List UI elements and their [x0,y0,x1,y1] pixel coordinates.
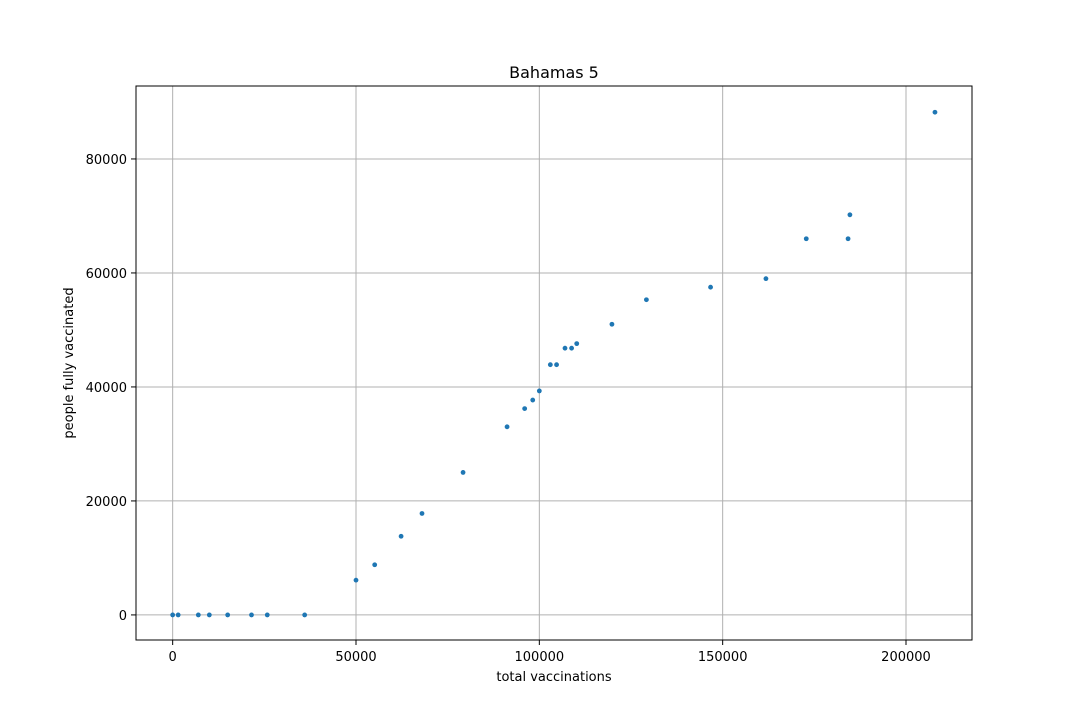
data-point [803,236,809,242]
x-tick-label: 50000 [335,650,376,665]
data-point [530,397,536,403]
data-point [225,612,231,618]
x-axis-ticks: 0 50000 100000 150000 200000 [169,640,931,665]
data-point [847,212,853,218]
data-point [206,612,212,618]
data-points [170,109,938,618]
data-point [249,612,254,618]
data-point [644,297,649,303]
y-axis-label: people fully vaccinated [62,287,77,438]
x-tick-label: 100000 [515,650,565,665]
x-axis-label: total vaccinations [496,670,612,685]
data-point [175,612,181,618]
data-point [536,388,542,394]
data-point [264,612,270,618]
data-point [195,612,201,618]
data-point [763,276,769,282]
data-point [170,612,176,618]
data-point [398,533,404,539]
y-tick-label: 20000 [86,495,127,510]
data-point [302,612,308,618]
x-tick-label: 0 [169,650,177,665]
x-tick-label: 200000 [881,650,931,665]
x-tick-label: 150000 [698,650,748,665]
y-tick-label: 40000 [86,381,127,396]
chart-title: Bahamas 5 [509,63,599,82]
y-tick-label: 60000 [86,267,127,282]
data-point [574,341,580,347]
data-point [419,511,425,516]
data-point [708,284,713,290]
data-point [562,345,568,351]
grid-lines [136,86,972,640]
data-point [547,362,553,368]
data-point [569,345,574,351]
data-point [932,109,938,115]
data-point [353,577,359,583]
data-point [554,362,559,368]
plot-area-frame [135,85,973,641]
y-tick-label: 0 [119,609,127,624]
y-axis-ticks: 0 20000 40000 60000 80000 [86,153,136,624]
data-point [372,562,378,568]
data-point [504,424,510,430]
data-point [460,470,466,475]
data-point [845,236,851,242]
data-point [522,406,528,411]
y-tick-label: 80000 [86,153,127,168]
data-point [609,321,615,327]
